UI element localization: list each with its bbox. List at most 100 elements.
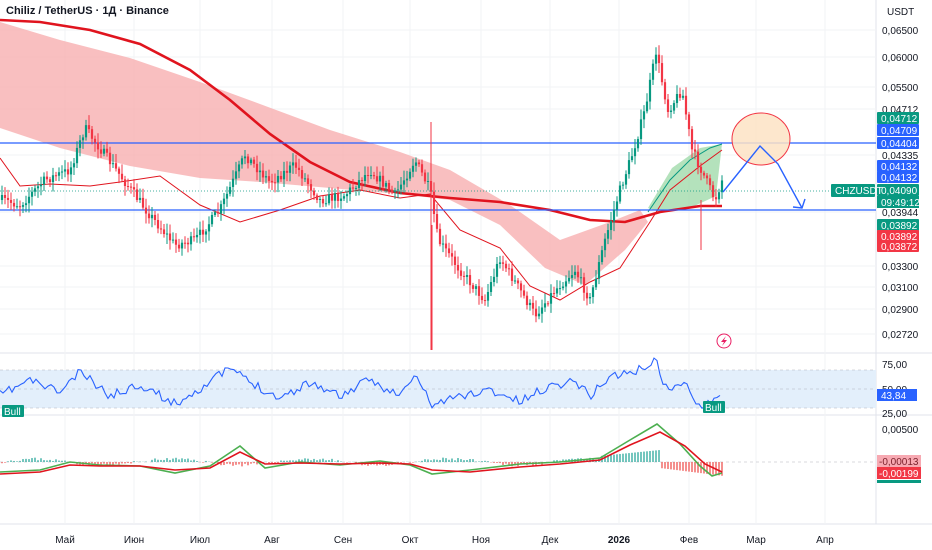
candle — [282, 170, 286, 180]
candle — [45, 176, 49, 180]
macd-bar — [445, 458, 447, 462]
candle — [498, 262, 502, 264]
macd-bar — [220, 462, 222, 466]
candle — [384, 182, 388, 187]
macd-bar — [292, 460, 294, 462]
macd-bar — [322, 458, 324, 462]
candle — [0, 195, 4, 200]
price-tag-bg — [877, 184, 919, 196]
candle — [21, 205, 25, 207]
bull-label: Bull — [2, 405, 24, 418]
price-tag-text: 0,04404 — [881, 139, 918, 150]
x-tick-label: Май — [55, 535, 75, 546]
macd-bar — [478, 461, 480, 462]
macd-bar — [187, 458, 189, 462]
macd-signal-line — [0, 431, 723, 475]
candle — [411, 165, 415, 172]
candle — [606, 230, 610, 239]
macd-bar — [649, 451, 651, 462]
candle — [288, 165, 292, 173]
candle — [213, 212, 217, 215]
candle — [543, 303, 547, 308]
macd-bar — [625, 453, 627, 462]
macd-bar — [235, 462, 237, 465]
candle — [417, 162, 421, 165]
macd-bar — [505, 462, 507, 464]
candle — [270, 180, 274, 183]
macd-bar — [163, 459, 165, 462]
macd-bar — [619, 454, 621, 462]
candle — [18, 206, 22, 208]
candle — [561, 286, 565, 289]
candle — [480, 295, 484, 301]
candle — [687, 114, 691, 130]
moving-average-fast — [0, 149, 723, 301]
candle — [597, 262, 601, 279]
symbol-tag-bg — [831, 184, 875, 197]
candle — [600, 250, 604, 263]
candle — [48, 179, 52, 183]
candle — [33, 188, 37, 192]
macd-bar — [4, 462, 6, 463]
candle — [252, 159, 256, 164]
candle — [684, 95, 688, 115]
macd-bar — [313, 458, 315, 462]
x-tick-label: Июн — [124, 535, 144, 546]
macd-bar — [463, 460, 465, 462]
candle — [633, 148, 637, 157]
macd-bar — [421, 460, 423, 462]
candle — [183, 242, 187, 244]
macd-bar — [439, 459, 441, 462]
candle — [156, 219, 160, 229]
x-tick-label: Июл — [190, 535, 210, 546]
macd-bar — [679, 462, 681, 471]
price-tag: 0,03892 — [877, 230, 919, 243]
macd-bar — [22, 459, 24, 462]
macd-bar — [595, 460, 597, 462]
candle — [546, 303, 550, 305]
candle — [507, 268, 511, 270]
candle — [225, 193, 229, 199]
macd-bar — [664, 462, 666, 469]
candle — [414, 162, 418, 166]
macd-bar — [307, 458, 309, 462]
macd-bar — [58, 460, 60, 462]
macd-bar — [316, 460, 318, 462]
macd-bar — [127, 462, 129, 463]
macd-bar — [718, 462, 720, 476]
macd-bar — [706, 462, 708, 474]
candle — [615, 201, 619, 210]
projection-path — [722, 144, 803, 209]
macd-bar — [334, 461, 336, 462]
candle — [486, 291, 490, 301]
candle — [105, 148, 109, 153]
macd-bar — [433, 459, 435, 462]
candle — [447, 248, 451, 254]
candle — [477, 286, 481, 296]
macd-bar — [244, 462, 246, 464]
candle — [222, 198, 226, 205]
candle — [618, 185, 622, 202]
macd-bar — [247, 462, 249, 466]
price-tag: 0,04404 — [877, 137, 919, 150]
candle — [324, 203, 328, 205]
candle — [426, 181, 430, 183]
candle — [423, 172, 427, 182]
lightning-icon — [716, 333, 732, 349]
macd-bar — [688, 462, 690, 472]
candle — [360, 180, 364, 182]
macd-bar — [553, 460, 555, 462]
x-tick-label: Авг — [264, 535, 280, 546]
candle — [666, 99, 670, 112]
candle — [84, 125, 88, 138]
macd-bar — [328, 460, 330, 462]
price-tag-text: 0,04132 — [881, 162, 918, 173]
candle — [24, 203, 28, 206]
macd-bar — [469, 458, 471, 462]
candle — [171, 239, 175, 241]
candle — [294, 162, 298, 168]
macd-value-text: -0,00013 — [879, 457, 919, 468]
candle — [549, 293, 553, 304]
candle — [534, 308, 538, 317]
